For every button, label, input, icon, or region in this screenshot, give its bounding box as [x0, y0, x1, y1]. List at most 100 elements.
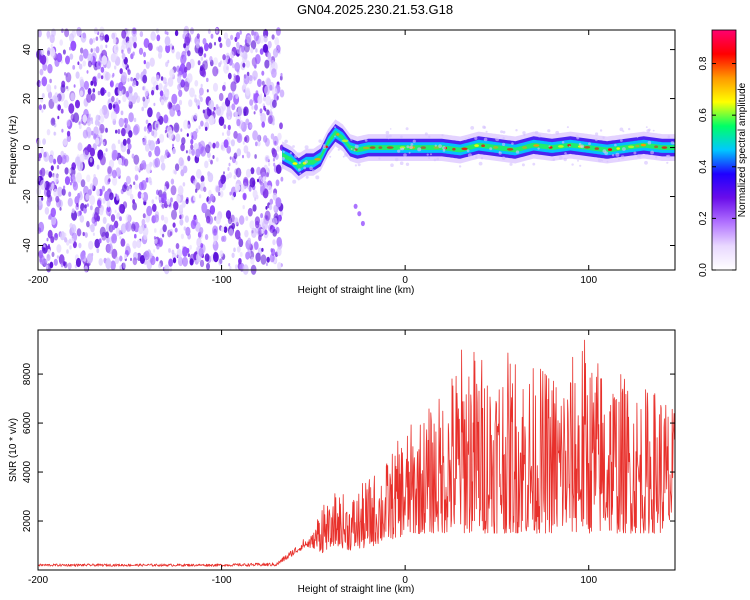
- noise-speckle: [247, 207, 253, 217]
- colorbar-tick-label: 0.4: [698, 159, 709, 173]
- noise-speckle: [247, 237, 251, 244]
- noise-speckle: [251, 105, 254, 110]
- noise-speckle: [184, 66, 188, 73]
- spectrogram-panel: -200 -100 0 100 40 20 0 -20 -40 Height of strai…: [8, 25, 676, 296]
- noise-speckle: [68, 103, 75, 114]
- noise-speckle: [253, 111, 256, 115]
- signal-scatter: [298, 168, 301, 172]
- noise-speckle: [249, 123, 253, 129]
- noise-speckle: [161, 203, 165, 209]
- noise-speckle: [272, 48, 279, 58]
- noise-speckle: [268, 204, 273, 211]
- noise-speckle: [198, 94, 202, 99]
- signal-scatter: [426, 153, 429, 156]
- signal-scatter: [284, 139, 288, 144]
- noise-speckle: [86, 70, 89, 74]
- x-tick-label: -200: [28, 275, 48, 286]
- signal-scatter: [521, 163, 525, 167]
- noise-speckle: [158, 189, 163, 198]
- signal-scatter: [552, 158, 556, 161]
- noise-speckle: [100, 89, 105, 96]
- noise-speckle: [79, 214, 85, 223]
- noise-speckle: [199, 259, 205, 268]
- signal-scatter: [318, 139, 322, 143]
- signal-scatter: [282, 150, 285, 153]
- noise-speckle: [243, 89, 246, 93]
- noise-speckle: [243, 106, 249, 116]
- noise-speckle: [267, 185, 273, 195]
- noise-speckle: [111, 150, 116, 158]
- noise-speckle: [228, 162, 231, 167]
- noise-speckle: [100, 115, 105, 123]
- signal-scatter: [467, 153, 472, 158]
- x-tick-label: 100: [580, 575, 597, 586]
- noise-speckle: [128, 86, 133, 94]
- signal-scatter: [434, 144, 437, 147]
- noise-speckle: [192, 130, 198, 141]
- noise-speckle: [86, 203, 89, 207]
- noise-speckle: [234, 264, 238, 270]
- noise-speckle: [234, 111, 238, 117]
- noise-speckle: [174, 227, 178, 233]
- noise-speckle: [183, 43, 187, 49]
- noise-speckle: [132, 202, 138, 211]
- noise-speckle: [243, 136, 248, 143]
- noise-speckle: [276, 95, 279, 100]
- noise-speckle: [174, 163, 180, 171]
- signal-scatter: [652, 129, 655, 132]
- noise-speckle: [218, 62, 222, 68]
- noise-speckle: [207, 171, 211, 177]
- noise-speckle: [69, 245, 72, 250]
- noise-speckle: [104, 89, 107, 94]
- noise-speckle: [249, 220, 255, 230]
- noise-speckle: [169, 107, 175, 117]
- noise-speckle: [177, 83, 182, 91]
- noise-speckle: [145, 119, 149, 125]
- noise-speckle: [63, 99, 69, 109]
- noise-speckle: [122, 262, 127, 269]
- noise-speckle: [195, 41, 200, 49]
- noise-speckle: [229, 156, 232, 160]
- noise-speckle: [190, 138, 194, 145]
- noise-speckle: [140, 193, 144, 199]
- noise-speckle: [110, 214, 116, 222]
- noise-speckle: [272, 229, 278, 237]
- signal-peak: [616, 147, 620, 150]
- noise-speckle: [201, 181, 206, 188]
- noise-speckle: [95, 137, 100, 146]
- noise-speckle: [59, 207, 62, 211]
- noise-speckle: [244, 42, 250, 53]
- noise-speckle: [110, 110, 117, 122]
- noise-speckle: [237, 72, 240, 76]
- noise-speckle: [242, 141, 245, 145]
- snr-y-axis: 2000 4000 6000 8000: [22, 363, 675, 532]
- noise-speckle: [261, 121, 266, 128]
- noise-speckle: [206, 77, 209, 83]
- noise-speckle: [109, 192, 114, 201]
- noise-speckle: [50, 117, 56, 126]
- noise-speckle: [51, 251, 55, 257]
- noise-speckle: [256, 166, 261, 176]
- x-tick-label: -100: [212, 275, 232, 286]
- colorbar-label: Normalized spectral amplitude: [737, 82, 748, 217]
- noise-speckle: [231, 252, 235, 258]
- signal-peak: [654, 145, 659, 148]
- noise-speckle: [125, 243, 130, 251]
- noise-speckle: [246, 151, 251, 159]
- signal-scatter: [334, 135, 336, 138]
- signal-peak: [420, 146, 426, 149]
- noise-speckle: [272, 157, 276, 162]
- noise-speckle: [169, 231, 173, 236]
- noise-speckle: [53, 158, 57, 165]
- noise-speckle: [167, 101, 172, 110]
- noise-speckle: [204, 160, 209, 169]
- noise-speckle: [120, 110, 124, 116]
- noise-speckle: [90, 117, 93, 122]
- noise-speckle: [170, 185, 177, 196]
- noise-speckle: [191, 148, 196, 156]
- noise-speckle: [111, 248, 118, 259]
- noise-speckle: [208, 115, 215, 126]
- noise-speckle: [249, 75, 253, 82]
- noise-speckle: [265, 95, 272, 106]
- y-tick-label: 8000: [22, 363, 33, 386]
